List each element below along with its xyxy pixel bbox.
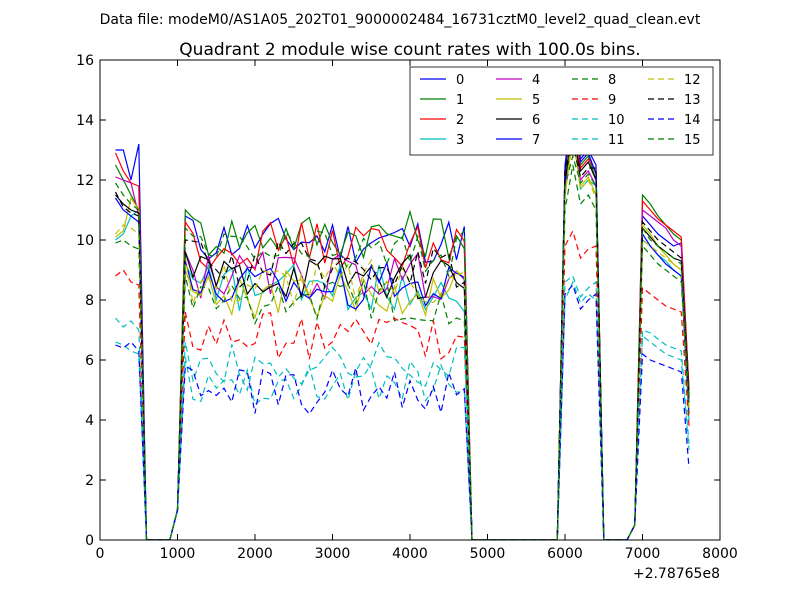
x-tick-label: 5000 (470, 546, 506, 562)
series-line-9 (115, 229, 690, 540)
legend-label-13: 13 (684, 93, 701, 108)
series-layer (114, 83, 690, 540)
plot-area: 0 1000 2000 3000 4000 5000 6000 7000 8000 0 2 4 6 8 1… (76, 53, 738, 582)
series-line-5 (115, 137, 690, 540)
legend-label-15: 15 (684, 133, 701, 148)
legend-label-7: 7 (532, 133, 540, 148)
legend-label-8: 8 (608, 73, 616, 88)
series-line-10 (115, 275, 690, 540)
y-tick-label: 14 (76, 113, 94, 129)
y-tick-label: 12 (76, 173, 94, 189)
x-offset-label: +2.78765e8 (633, 566, 720, 582)
legend-box (409, 66, 714, 156)
series-line-14 (115, 283, 690, 540)
x-tick-label: 1000 (160, 546, 196, 562)
series-line-12 (115, 125, 690, 540)
legend-label-0: 0 (456, 73, 464, 88)
x-tick-label: 7000 (625, 546, 661, 562)
y-tick-label: 6 (85, 353, 94, 369)
series-line-7 (114, 83, 690, 540)
series-line-6 (115, 134, 690, 540)
series-line-0 (115, 104, 690, 540)
legend-label-14: 14 (684, 113, 701, 128)
series-line-15 (114, 153, 690, 540)
x-tick-label: 6000 (547, 546, 583, 562)
legend-label-10: 10 (608, 113, 625, 128)
x-tick-label: 2000 (237, 546, 273, 562)
y-tick-label: 8 (85, 293, 94, 309)
series-line-8 (115, 164, 690, 540)
legend-label-2: 2 (456, 113, 464, 128)
x-tick-label: 4000 (392, 546, 428, 562)
x-tick-label: 3000 (315, 546, 351, 562)
legend-label-9: 9 (608, 93, 616, 108)
data-file-label: Data file: modeM0/AS1A05_202T01_90000024… (100, 12, 701, 28)
series-line-11 (115, 280, 690, 540)
legend-label-6: 6 (532, 113, 540, 128)
x-tick-label: 0 (96, 546, 105, 562)
y-tick-label: 10 (76, 233, 94, 249)
legend-label-4: 4 (532, 73, 540, 88)
legend-label-11: 11 (608, 133, 625, 148)
series-line-3 (115, 131, 690, 540)
x-axis: 0 1000 2000 3000 4000 5000 6000 7000 8000 (96, 60, 738, 562)
y-tick-label: 0 (85, 533, 94, 549)
legend-label-3: 3 (456, 133, 464, 148)
chart-title: Quadrant 2 module wise count rates with … (179, 40, 640, 60)
legend-label-5: 5 (532, 93, 540, 108)
legend-label-1: 1 (456, 93, 464, 108)
x-tick-label: 8000 (702, 546, 738, 562)
y-tick-label: 2 (85, 473, 94, 489)
y-tick-label: 16 (76, 53, 94, 69)
legend-label-12: 12 (684, 73, 701, 88)
series-line-13 (114, 141, 690, 540)
y-tick-label: 4 (85, 413, 94, 429)
